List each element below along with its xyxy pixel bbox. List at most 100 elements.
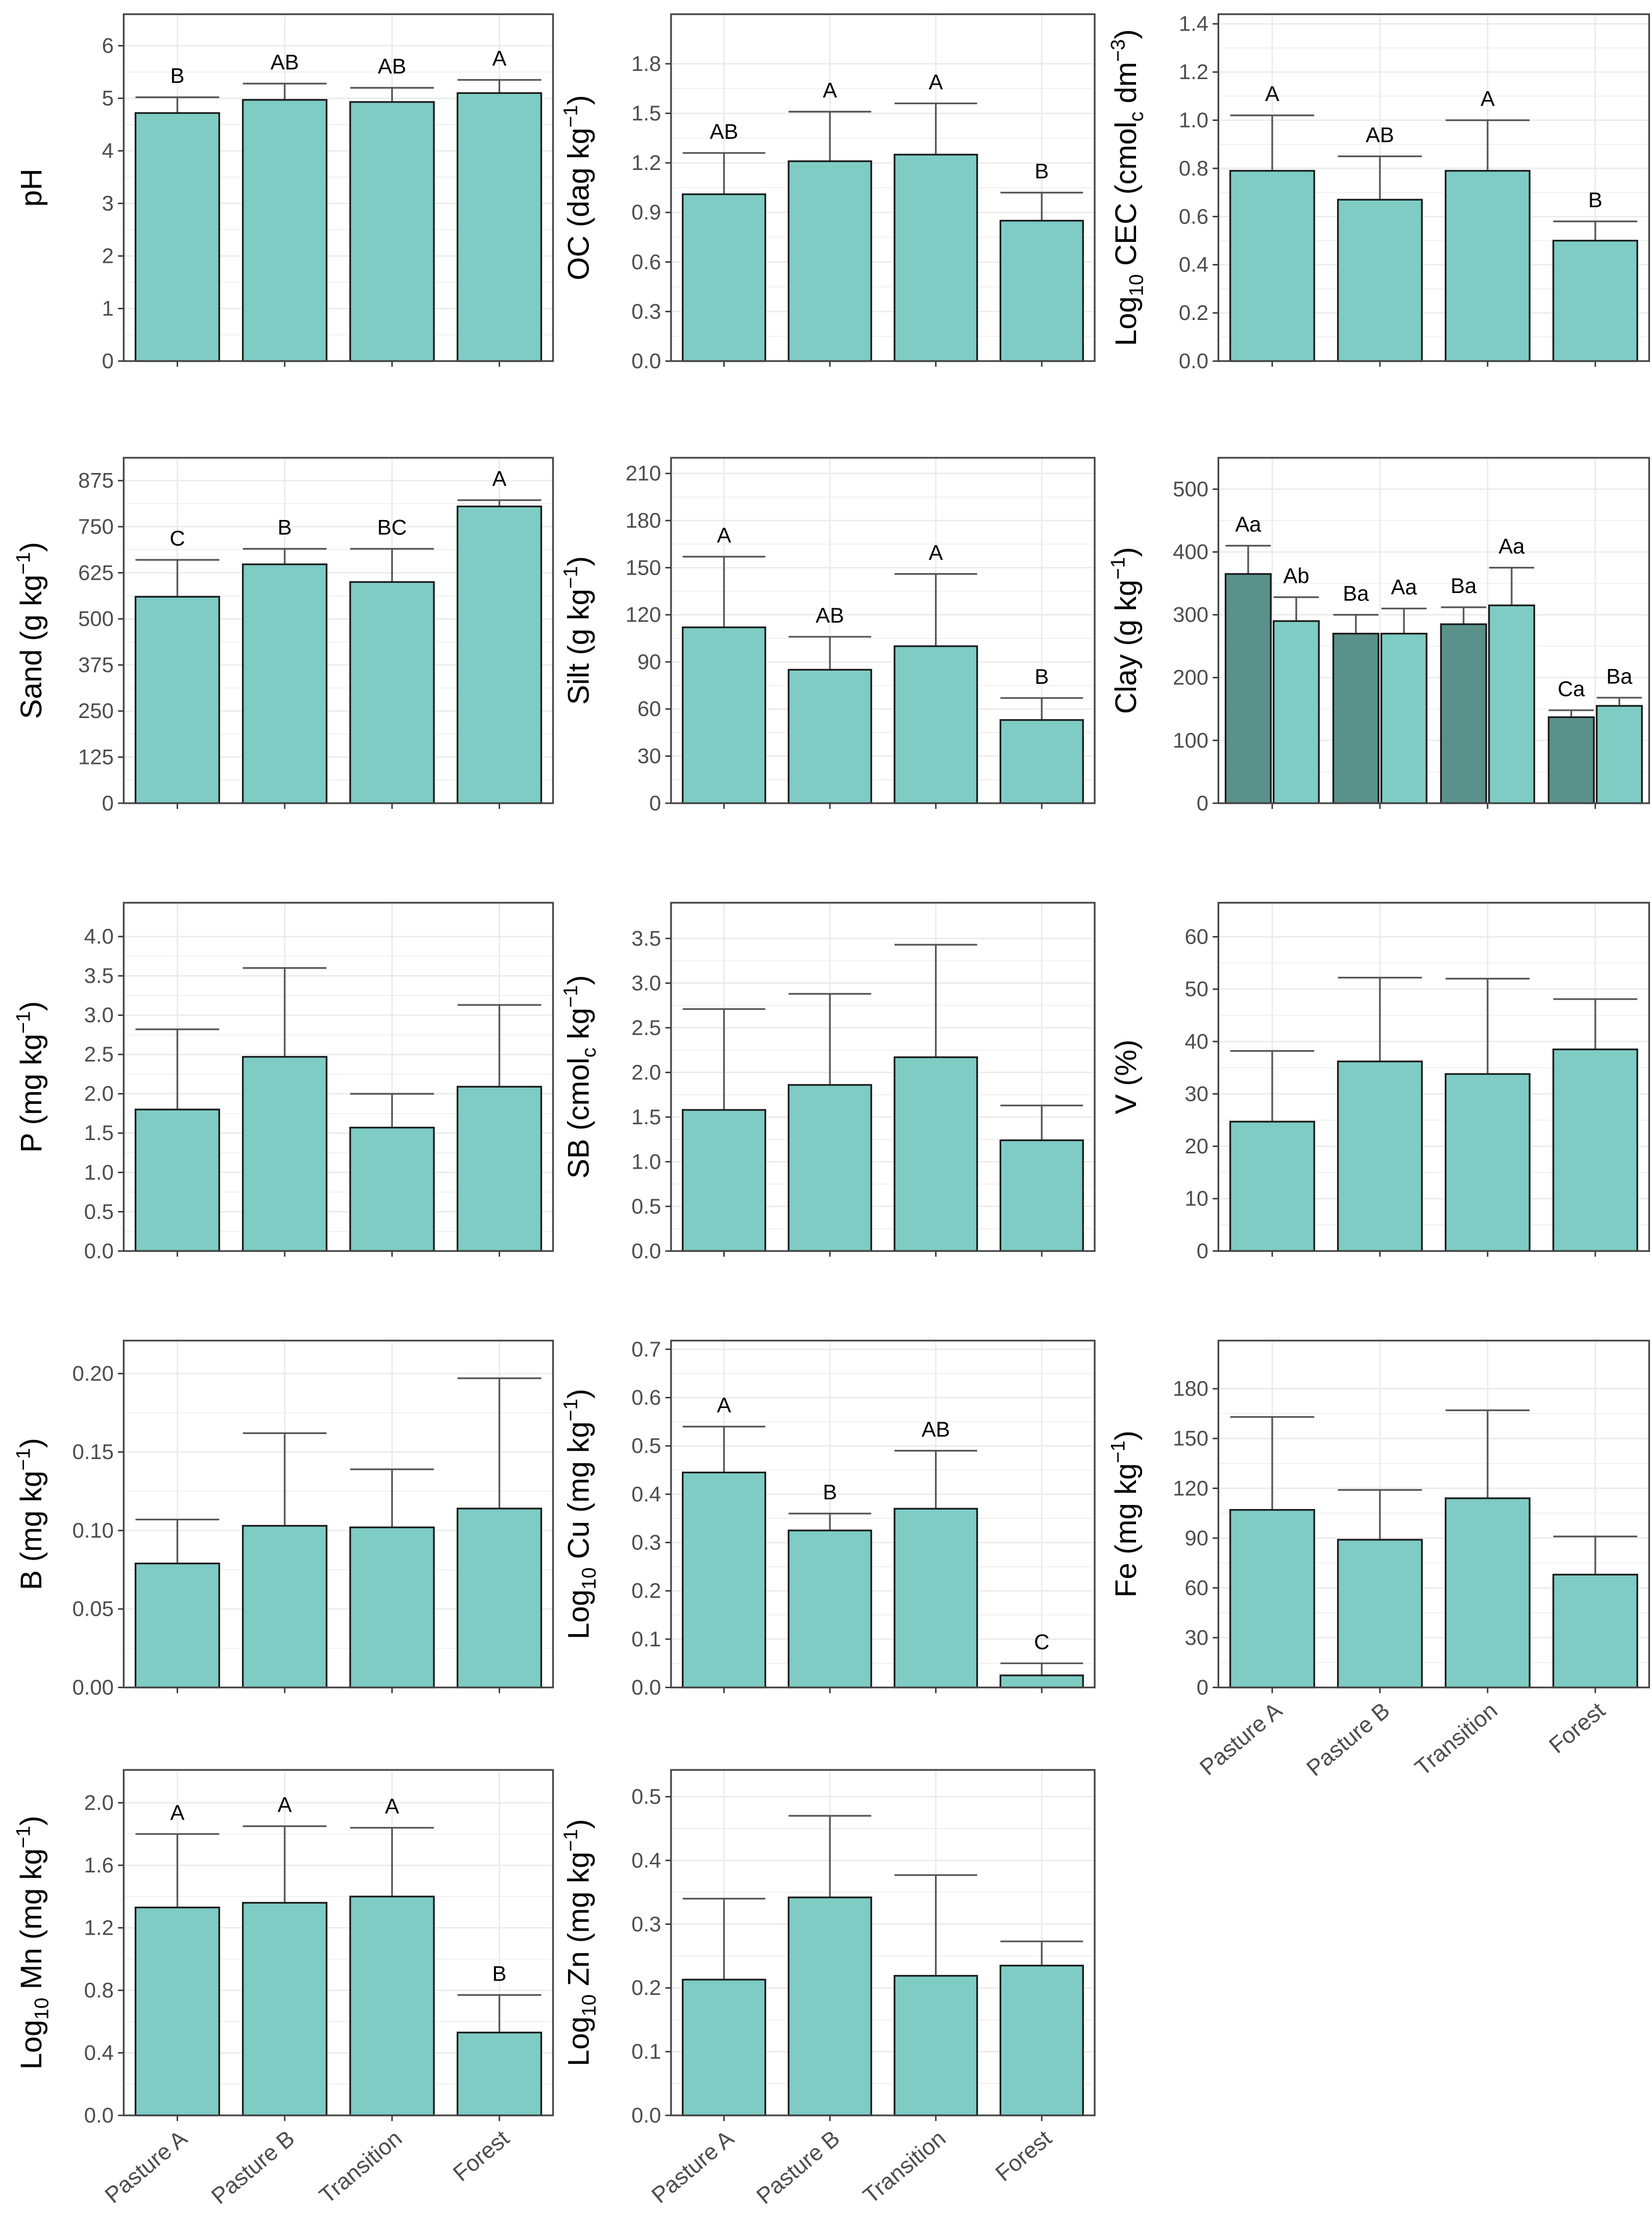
significance-letter: A [717,1393,731,1417]
y-tick-label: 300 [1173,603,1209,627]
y-axis-title: Fe (mg kg−1) [1107,1430,1142,1597]
y-tick-label: 1.4 [1179,12,1209,36]
y-tick-label: 0.7 [631,1337,661,1361]
y-tick-label: 200 [1173,665,1209,689]
bar [682,1109,767,1252]
bar [456,92,543,362]
y-tick-label: 125 [78,745,114,769]
bar [999,219,1084,362]
x-tick-label: Pasture A [101,2126,192,2208]
y-tick-label: 180 [1173,1376,1209,1400]
chart-panel: 0.0 0.4 0.8 1.2 1.6 2.0 Pasture A Pasture B Tran… [13,1769,554,2209]
y-axis-title: Log10 Mn (mg kg−1) [13,1816,53,2069]
chart-panel: 0.00 0.05 0.10 0.15 0.20 B (mg kg−1) [13,1340,554,1699]
y-tick-label: 60 [1185,925,1208,949]
y-axis-title-part: −1 [1107,557,1129,579]
significance-letter: AB [1366,122,1394,146]
panel-border [1217,13,1650,362]
significance-letter: Ca [1558,677,1585,701]
bar [349,581,435,804]
y-tick-label: 0.0 [631,349,661,373]
y-tick-label: 180 [626,508,661,532]
bar [1229,1121,1315,1252]
y-axis-title-part: SB (cmol [562,1057,595,1178]
y-axis-title-part: pH [15,168,48,207]
significance-letter: A [1481,87,1495,111]
y-axis-title-part: −1 [13,552,35,575]
y-axis-title-part: −1 [560,105,582,128]
bar [894,1056,978,1252]
y-axis-title: B (mg kg−1) [13,1438,48,1590]
bar [1380,632,1427,804]
y-tick-label: 0.5 [631,1194,661,1218]
y-axis-title-part: V (%) [1109,1040,1143,1114]
panel-border [670,1769,1096,2116]
bar [1488,604,1535,804]
y-tick-label: 0 [1197,791,1209,815]
significance-letter: AB [816,603,844,627]
bar [242,1902,328,2116]
chart-panel: 0 10 20 30 40 50 60 V (%) [1109,902,1650,1263]
y-axis-title: pH [15,168,48,207]
bar [894,154,978,362]
significance-letter: A [717,523,731,547]
chart-panel: 0 30 60 90 120 150 180 Pasture A Pasture B Transi… [1107,1340,1650,1781]
bar [242,99,328,362]
x-tick-label: Pasture B [752,2126,844,2209]
significance-letter: A [929,70,943,94]
y-tick-label: 0.0 [631,2103,661,2127]
y-tick-label: 60 [637,697,661,721]
y-tick-label: 90 [1185,1526,1208,1550]
bar [999,1674,1084,1689]
y-tick-label: 1.0 [1179,108,1209,132]
y-axis-title-part: −1 [560,566,582,588]
y-tick-label: 0.1 [631,2039,661,2063]
y-axis-title-part: B (mg kg [15,1471,48,1590]
bar [242,1056,328,1252]
y-tick-label: 0.0 [631,1675,661,1699]
y-tick-label: 90 [637,650,661,674]
bar [682,193,767,362]
y-tick-label: 1.5 [631,101,661,125]
y-tick-label: 3.5 [631,926,661,950]
panel-border [122,13,554,362]
bar [349,1895,435,2116]
y-tick-label: 1.2 [631,151,661,175]
y-tick-label: 0.4 [631,1848,661,1872]
chart-panel: 0 100 200 300 400 500 Aa Ba Ba Ca Ab Aa Aa Ba Clay (g … [1107,457,1650,815]
bar [134,596,220,804]
y-axis-title-part: ) [562,95,595,105]
panel-border [1217,1340,1650,1689]
y-tick-label: 0.8 [1179,156,1209,180]
y-tick-label: 0.4 [84,2040,114,2064]
bar [1337,1539,1423,1689]
panel-border [1217,902,1650,1252]
y-tick-label: 625 [78,560,114,584]
y-tick-label: 100 [1173,728,1209,752]
y-axis-title-part: −1 [1107,1441,1129,1463]
y-axis-title-part: Log [562,1590,595,1640]
panel-border [670,1340,1096,1689]
bar [787,160,872,362]
y-tick-label: 3 [102,191,114,215]
y-tick-label: 30 [1185,1081,1208,1105]
y-axis-title: Sand (g kg−1) [13,542,48,719]
y-axis-title-part: 10 [1126,274,1148,296]
y-tick-label: 30 [1185,1625,1208,1649]
bar [682,1979,767,2116]
bar [1440,623,1487,804]
chart-panel: 0.0 0.5 1.0 1.5 2.0 2.5 3.0 3.5 4.0 P (mg kg−1) [13,902,554,1263]
bar [1596,705,1643,804]
bar [682,1471,767,1689]
chart-panel: 0 1 2 3 4 5 6 B AB AB ApH [15,13,554,373]
y-axis-title-part: −1 [13,1825,35,1848]
y-tick-label: 0.6 [631,250,661,274]
y-tick-label: 0.8 [84,1978,114,2002]
y-axis-title-part: Log [562,2016,595,2066]
y-tick-label: 4.0 [84,924,114,948]
y-axis-title: OC (dag kg−1) [560,95,595,280]
y-tick-label: 0.10 [72,1518,114,1542]
y-tick-label: 5 [102,86,114,110]
y-tick-label: 4 [102,139,114,163]
bar [787,1529,872,1689]
